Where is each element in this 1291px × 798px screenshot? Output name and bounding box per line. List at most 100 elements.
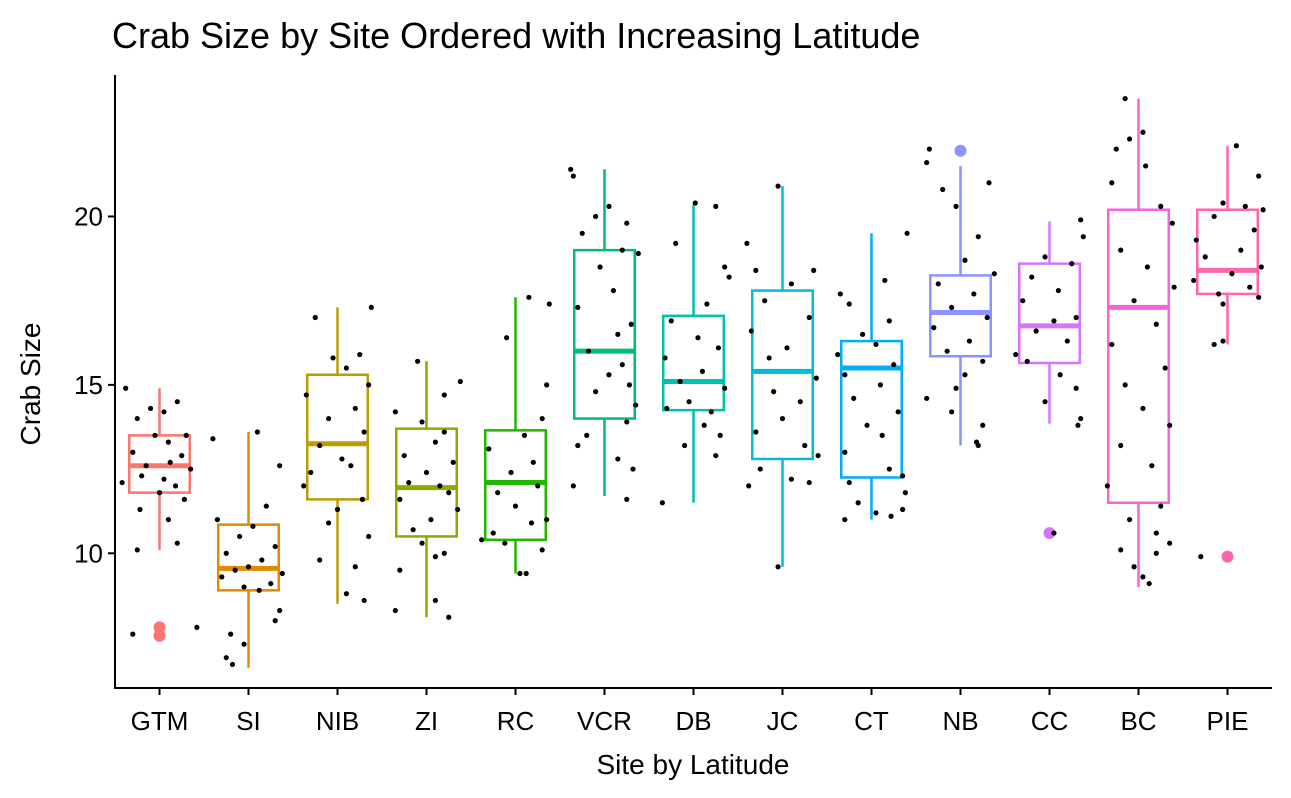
data-point <box>1158 503 1164 509</box>
data-point <box>593 213 599 220</box>
data-point <box>624 496 630 502</box>
data-point <box>986 180 992 186</box>
data-point <box>846 479 852 486</box>
data-point <box>1118 442 1124 449</box>
box-group-zi <box>392 358 463 620</box>
data-point <box>891 362 897 368</box>
data-point <box>1202 254 1208 260</box>
data-point <box>664 405 670 412</box>
data-point <box>250 523 256 529</box>
outlier-point <box>153 629 166 642</box>
data-point <box>606 372 612 378</box>
data-point <box>521 432 528 438</box>
data-point <box>237 533 243 540</box>
data-point <box>1146 580 1152 587</box>
box-group-vcr <box>568 166 641 502</box>
data-point <box>931 325 937 331</box>
data-point <box>610 287 617 294</box>
iqr-box <box>1017 262 1082 365</box>
data-point <box>1140 405 1146 412</box>
x-tick-label-db: DB <box>675 706 711 736</box>
data-point <box>268 580 274 587</box>
outlier-point <box>954 144 967 157</box>
data-point <box>415 358 421 364</box>
data-point <box>726 274 732 280</box>
data-point <box>437 483 443 489</box>
data-point <box>615 331 621 337</box>
data-point <box>123 385 129 391</box>
y-tick-label: 20 <box>74 201 103 231</box>
x-tick-label-zi: ZI <box>415 706 438 736</box>
box-group-si <box>210 429 285 668</box>
x-axis-title: Site by Latitude <box>596 749 789 780</box>
data-point <box>1162 365 1168 371</box>
data-point <box>223 655 229 661</box>
data-point <box>962 257 968 263</box>
data-point <box>846 301 852 307</box>
data-point <box>1258 264 1264 270</box>
data-point <box>1118 247 1124 253</box>
data-point <box>1127 516 1133 523</box>
data-point <box>659 500 665 506</box>
x-axis-ticks: GTM SI NIB ZI RC VCR DB JC CT NB CC BC PIE <box>131 688 1248 736</box>
data-point <box>806 314 812 321</box>
data-point <box>508 469 514 476</box>
data-point <box>1051 318 1057 324</box>
box-group-nb <box>924 144 997 449</box>
data-point <box>450 459 456 465</box>
data-point <box>692 200 698 206</box>
y-tick-label: 15 <box>74 370 103 400</box>
data-point <box>479 537 485 543</box>
data-point <box>1033 328 1039 334</box>
data-point <box>980 358 986 364</box>
data-point <box>699 368 706 374</box>
box-group-rc <box>479 294 552 577</box>
data-point <box>1191 277 1197 284</box>
data-point <box>156 490 163 496</box>
data-point <box>214 516 220 523</box>
data-point <box>673 240 679 247</box>
data-point <box>343 365 349 371</box>
data-point <box>860 331 866 337</box>
outlier-point <box>1221 550 1234 563</box>
data-point <box>811 267 817 273</box>
data-point <box>851 395 857 401</box>
data-point <box>1167 540 1173 546</box>
data-point <box>277 607 283 614</box>
data-point <box>971 291 977 297</box>
data-point <box>624 419 630 425</box>
data-point <box>181 496 188 502</box>
data-point <box>1256 173 1262 179</box>
data-point <box>606 203 612 209</box>
data-point <box>256 587 262 593</box>
data-point <box>1042 399 1048 405</box>
data-point <box>926 146 932 152</box>
data-point <box>504 335 510 341</box>
data-point <box>722 385 728 391</box>
data-point <box>546 301 552 307</box>
data-point <box>277 463 283 469</box>
data-point <box>303 392 309 398</box>
data-point <box>194 624 200 630</box>
data-point <box>575 442 581 449</box>
data-point <box>1171 284 1177 290</box>
data-point <box>1193 237 1199 243</box>
data-point <box>1153 530 1159 536</box>
data-point <box>241 641 247 647</box>
data-point <box>174 399 180 405</box>
data-point <box>771 389 777 395</box>
data-point <box>441 429 447 435</box>
iqr-box <box>216 523 281 592</box>
data-point <box>432 439 438 445</box>
data-point <box>984 314 990 321</box>
data-point <box>1216 291 1222 297</box>
data-point <box>1233 143 1239 149</box>
data-point <box>1057 372 1063 378</box>
data-point <box>352 564 358 570</box>
data-point <box>585 348 592 354</box>
data-point <box>446 614 452 620</box>
data-point <box>259 557 265 563</box>
data-point <box>784 345 790 351</box>
data-point <box>715 345 722 351</box>
data-point <box>228 631 234 637</box>
